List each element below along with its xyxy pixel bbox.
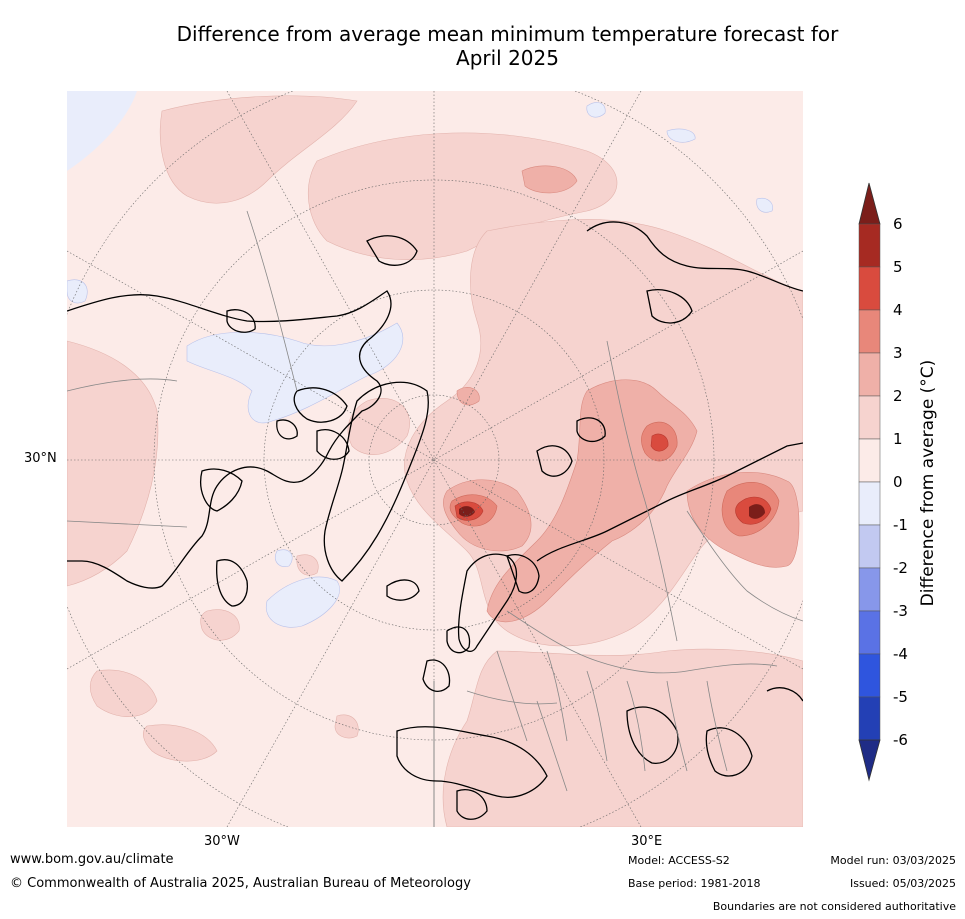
country-borders — [67, 210, 803, 792]
footer-base-period: Base period: 1981-2018 — [628, 877, 761, 890]
anomaly-neg-atlantic — [265, 576, 340, 628]
colorbar-cell — [858, 223, 881, 268]
colorbar-tick-label: -5 — [893, 688, 908, 706]
colorbar-cell — [858, 696, 881, 741]
footer-url[interactable]: www.bom.gov.au/climate — [10, 852, 174, 867]
footer-issued: Issued: 05/03/2025 — [849, 877, 956, 890]
colorbar-cell — [858, 610, 881, 655]
colorbar-cell — [858, 567, 881, 612]
map-title: Difference from average mean minimum tem… — [60, 22, 955, 70]
colorbar-tick-label: 5 — [893, 258, 903, 276]
colorbar-tick-label: -3 — [893, 602, 908, 620]
anomaly-neg-canada — [186, 322, 404, 424]
colorbar-tick-label: 2 — [893, 387, 903, 405]
title-line-2: April 2025 — [456, 46, 559, 70]
colorbar-tick-label: -4 — [893, 645, 908, 663]
colorbar-cell — [858, 524, 881, 569]
colorbar-tick-label: -6 — [893, 731, 908, 749]
colorbar-tick-label: 0 — [893, 473, 903, 491]
colorbar-tick-label: 1 — [893, 430, 903, 448]
lon-label-30e: 30°E — [631, 834, 663, 849]
colorbar-cell — [858, 309, 881, 354]
lon-label-30w: 30°W — [204, 834, 240, 849]
colorbar-tick-label: 4 — [893, 301, 903, 319]
colorbar-cells — [858, 223, 881, 741]
colorbar-extend-top — [858, 182, 881, 225]
anomaly-neg-small-1 — [586, 102, 606, 118]
graticule-lines — [67, 91, 803, 827]
anomaly-neg-nw — [67, 91, 137, 171]
colorbar-tick-label: 6 — [893, 215, 903, 233]
footer-disclaimer: Boundaries are not considered authoritat… — [712, 900, 956, 913]
colorbar-cell — [858, 481, 881, 526]
anomaly-neg-small-5 — [275, 549, 293, 567]
anomaly-map — [67, 91, 803, 827]
anomaly-neg-small-3 — [756, 198, 773, 213]
footer-copyright: © Commonwealth of Australia 2025, Austra… — [10, 876, 471, 891]
coastlines — [67, 221, 803, 820]
colorbar-tick-label: -1 — [893, 516, 908, 534]
colorbar-cell — [858, 352, 881, 397]
anomaly-neg-small-2 — [666, 128, 696, 143]
anomaly-level-above-5 — [459, 504, 765, 519]
title-line-1: Difference from average mean minimum tem… — [176, 22, 839, 46]
colorbar-cell — [858, 395, 881, 440]
footer-model-run: Model run: 03/03/2025 — [830, 854, 956, 867]
lat-label-30n: 30°N — [24, 451, 57, 466]
colorbar-cell — [858, 438, 881, 483]
colorbar-cell — [858, 266, 881, 311]
colorbar-tick-label: -2 — [893, 559, 908, 577]
colorbar-cell — [858, 653, 881, 698]
colorbar-extend-bottom — [858, 739, 881, 782]
footer-model: Model: ACCESS-S2 — [628, 854, 730, 867]
colorbar-tick-label: 3 — [893, 344, 903, 362]
colorbar-label: Difference from average (°C) — [918, 359, 938, 607]
colorbar — [858, 182, 881, 782]
